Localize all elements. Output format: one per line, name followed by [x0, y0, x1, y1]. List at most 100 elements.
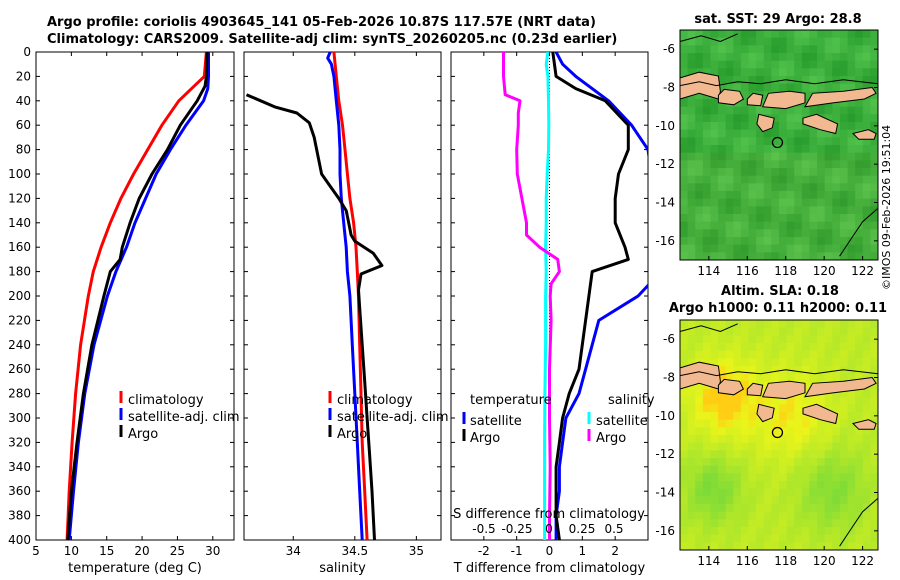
sst-map-cell [748, 106, 757, 115]
sla-map-cell [740, 389, 749, 398]
sla-map-cell [809, 504, 818, 513]
sla-map-cell [702, 450, 711, 459]
sst-map-cell [771, 152, 780, 161]
sla-map-cell [801, 488, 810, 497]
sst-map-land [804, 86, 877, 108]
sla-map-cell [695, 519, 704, 528]
sst-map-cell [748, 183, 757, 192]
sla-map-cell [824, 504, 833, 513]
sla-map-cell [786, 527, 795, 536]
sla-map-cell [855, 504, 864, 513]
sla-map-xtick-label: 116 [736, 554, 759, 568]
sst-map-cell [862, 53, 871, 62]
sst-map-cell [794, 129, 803, 138]
sst-map-cell [839, 114, 848, 123]
sst-map-cell [786, 53, 795, 62]
sla-map-cell [824, 534, 833, 543]
sla-map-cell [763, 511, 772, 520]
sla-map-cell [847, 458, 856, 467]
sla-map-cell [801, 465, 810, 474]
sla-map-cell [756, 496, 765, 505]
sla-map-cell [763, 504, 772, 513]
sst-map-cell [855, 252, 864, 261]
sla-map-cell [702, 527, 711, 536]
sla-map-cell [763, 488, 772, 497]
sla-map-cell [855, 373, 864, 382]
sla-map-cell [702, 488, 711, 497]
sst-map-cell [786, 160, 795, 169]
sla-map-xtick-label: 122 [851, 554, 874, 568]
sla-map-cell [771, 396, 780, 405]
sla-map-cell [786, 320, 795, 329]
sst-map-cell [832, 37, 841, 46]
sla-map-cell [733, 534, 742, 543]
sst-map-cell [824, 68, 833, 77]
sla-map-cell [748, 335, 757, 344]
sla-map-cell [756, 327, 765, 336]
sla-map-cell [680, 396, 689, 405]
sla-map-cell [687, 404, 696, 413]
sst-map-cell [847, 68, 856, 77]
sst-map-cell [832, 129, 841, 138]
sst-map-cell [824, 183, 833, 192]
sla-map-cell [680, 511, 689, 520]
sla-map-cell [687, 488, 696, 497]
sst-map-cell [855, 229, 864, 238]
sst-map-cell [680, 68, 689, 77]
sla-map-cell [710, 320, 719, 329]
sla-map-cell [824, 366, 833, 375]
sla-map-cell [687, 465, 696, 474]
sst-map-cell [748, 137, 757, 146]
sla-map-cell [786, 473, 795, 482]
sla-map-cell [756, 488, 765, 497]
sla-map-cell [710, 465, 719, 474]
sla-map-cell [740, 458, 749, 467]
sla-map-cell [687, 358, 696, 367]
sst-map-cell [702, 137, 711, 146]
sla-map-cell [786, 350, 795, 359]
sla-map-cell [680, 335, 689, 344]
sla-map-cell [839, 442, 848, 451]
sla-map-cell [763, 320, 772, 329]
sla-map-cell [824, 542, 833, 551]
sla-map-cell [771, 320, 780, 329]
sst-map-cell [771, 160, 780, 169]
sst-map-cell [733, 168, 742, 177]
sst-map-cell [779, 60, 788, 69]
sla-map-cell [687, 427, 696, 436]
sla-map-cell [733, 519, 742, 528]
sst-map-ytick-label: -6 [663, 42, 675, 56]
sla-map-cell [695, 511, 704, 520]
sla-map-cell [695, 450, 704, 459]
sst-map-cell [855, 122, 864, 131]
temperature-xtick-label: 30 [205, 544, 220, 558]
sst-map-cell [687, 237, 696, 246]
sst-map-cell [718, 37, 727, 46]
sla-map-cell [771, 350, 780, 359]
sla-map-cell [702, 442, 711, 451]
sst-map-cell [763, 152, 772, 161]
sst-map-cell [710, 214, 719, 223]
sla-map-cell [801, 481, 810, 490]
sst-map-cell [740, 252, 749, 261]
sla-map-cell [740, 442, 749, 451]
sst-map-cell [695, 252, 704, 261]
sla-map-cell [801, 542, 810, 551]
sla-map-cell [839, 327, 848, 336]
sst-map-cell [832, 198, 841, 207]
sla-map-cell [756, 358, 765, 367]
sst-map-cell [839, 83, 848, 92]
sst-map-cell [839, 221, 848, 230]
sla-map-cell [779, 427, 788, 436]
sla-map-cell [680, 496, 689, 505]
sst-map-cell [695, 152, 704, 161]
sla-map-cell [870, 511, 879, 520]
sla-map-cell [710, 473, 719, 482]
sla-map-cell [779, 442, 788, 451]
sst-map-cell [817, 191, 826, 200]
sst-map-cell [801, 237, 810, 246]
sst-map-cell [832, 53, 841, 62]
sst-map-cell [870, 229, 879, 238]
temperature-xtick-label: 20 [134, 544, 149, 558]
sla-map-cell [824, 527, 833, 536]
